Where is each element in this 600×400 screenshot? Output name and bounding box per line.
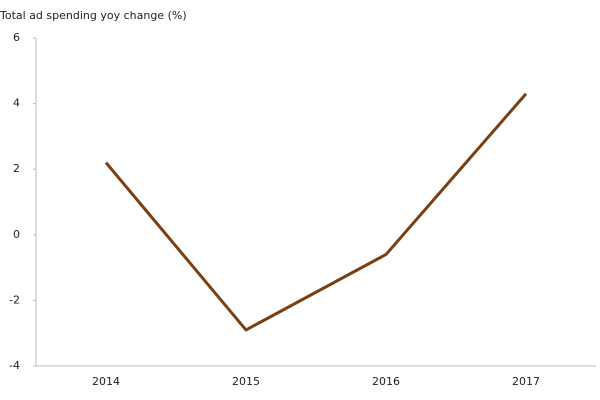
y-tick-label: 6 (13, 31, 20, 44)
x-tick-label: 2016 (372, 375, 400, 388)
x-tick-label: 2014 (92, 375, 120, 388)
y-tick-label: -2 (9, 293, 20, 306)
data-line (104, 92, 528, 332)
x-tick-label: 2017 (512, 375, 540, 388)
chart-title: Total ad spending yoy change (%) (0, 9, 187, 22)
y-tick-label: 4 (13, 97, 20, 110)
y-tick-label: 2 (13, 162, 20, 175)
y-tick-label: 0 (13, 228, 20, 241)
x-tick-label: 2015 (232, 375, 260, 388)
y-tick-label: -4 (9, 359, 20, 372)
